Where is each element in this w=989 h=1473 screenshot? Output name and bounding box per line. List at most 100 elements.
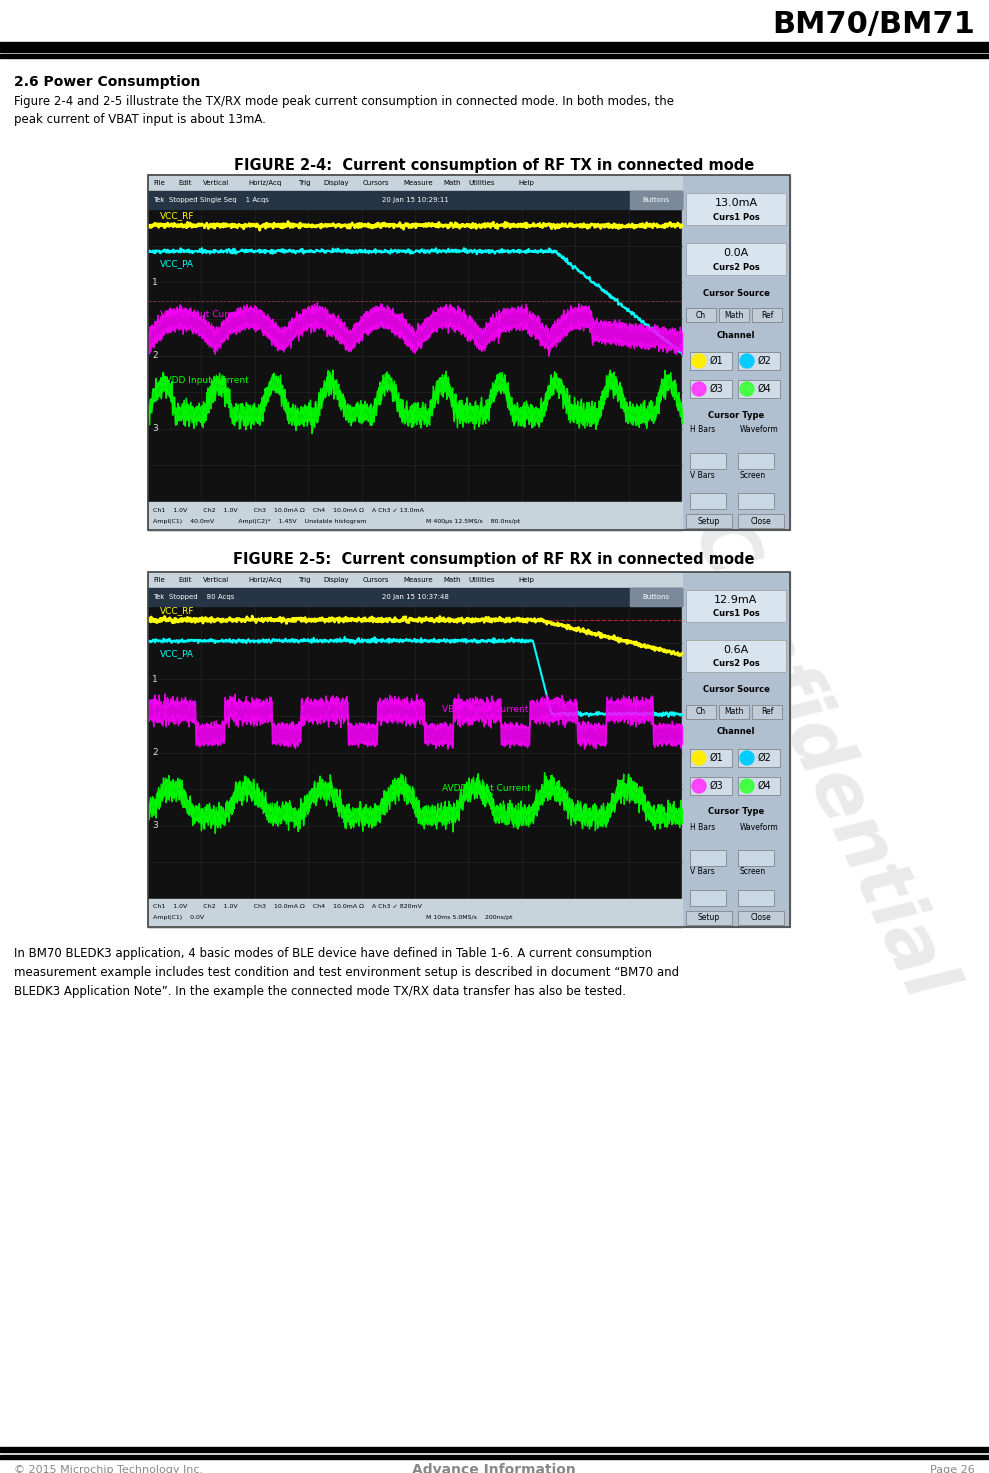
Bar <box>148 572 682 588</box>
Text: V Bars: V Bars <box>690 868 715 876</box>
Bar <box>738 454 774 468</box>
Text: V Bars: V Bars <box>690 470 715 480</box>
Text: Utilities: Utilities <box>468 577 494 583</box>
Text: M 400μs 12.5MS/s    80.0ns/pt: M 400μs 12.5MS/s 80.0ns/pt <box>425 518 520 523</box>
Text: 3: 3 <box>152 822 158 831</box>
Text: FIGURE 2-4:  Current consumption of RF TX in connected mode: FIGURE 2-4: Current consumption of RF TX… <box>233 158 755 172</box>
Text: Curs1 Pos: Curs1 Pos <box>713 212 760 221</box>
Bar <box>686 910 732 925</box>
Bar <box>686 706 716 719</box>
Text: Trig: Trig <box>298 180 311 186</box>
Text: Math: Math <box>724 311 744 320</box>
Bar <box>752 706 782 719</box>
Text: AVDD Input Current: AVDD Input Current <box>442 784 530 792</box>
Bar <box>630 191 682 209</box>
Text: Help: Help <box>518 577 534 583</box>
Text: Ch: Ch <box>696 707 706 716</box>
Bar <box>738 352 780 370</box>
Circle shape <box>692 751 706 764</box>
Text: Tek  Stopped    80 Acqs: Tek Stopped 80 Acqs <box>153 594 234 600</box>
Bar <box>0 1446 989 1452</box>
Bar <box>738 493 774 510</box>
Bar <box>0 1455 989 1458</box>
Bar <box>682 572 790 927</box>
Bar <box>148 502 682 530</box>
Text: Display: Display <box>323 180 349 186</box>
Text: Math: Math <box>443 577 461 583</box>
Text: H Bars: H Bars <box>690 822 715 831</box>
Bar <box>148 572 682 927</box>
Text: 3: 3 <box>152 424 158 433</box>
Text: Curs2 Pos: Curs2 Pos <box>713 262 760 271</box>
Text: Buttons: Buttons <box>643 594 670 600</box>
Bar <box>738 890 774 906</box>
Bar <box>690 493 726 510</box>
Text: Measure: Measure <box>403 180 432 186</box>
Text: 2: 2 <box>152 748 158 757</box>
Bar <box>719 308 749 323</box>
Text: Ch1    1.0V        Ch2    1.0V        Ch3    10.0mA Ω    Ch4    10.0mA Ω    A Ch: Ch1 1.0V Ch2 1.0V Ch3 10.0mA Ω Ch4 10.0m… <box>153 904 422 909</box>
Text: Ø4: Ø4 <box>758 384 770 393</box>
Text: Curs2 Pos: Curs2 Pos <box>713 660 760 669</box>
Text: Math: Math <box>724 707 744 716</box>
Bar <box>0 43 989 52</box>
Text: Curs1 Pos: Curs1 Pos <box>713 610 760 619</box>
Bar <box>690 454 726 468</box>
Circle shape <box>692 779 706 792</box>
Text: Figure 2-4 and 2-5 illustrate the TX/RX mode peak current consumption in connect: Figure 2-4 and 2-5 illustrate the TX/RX … <box>14 94 674 127</box>
Text: © 2015 Microchip Technology Inc.: © 2015 Microchip Technology Inc. <box>14 1466 203 1473</box>
Text: VBAT Input Current: VBAT Input Current <box>442 706 528 714</box>
Text: VCC_RF: VCC_RF <box>160 605 195 614</box>
Text: Screen: Screen <box>740 868 766 876</box>
Text: Measure: Measure <box>403 577 432 583</box>
Text: VCC_RF: VCC_RF <box>160 212 195 221</box>
Text: Ch: Ch <box>696 311 706 320</box>
Text: Close: Close <box>751 517 771 526</box>
Text: In BM70 BLEDK3 application, 4 basic modes of BLE device have defined in Table 1-: In BM70 BLEDK3 application, 4 basic mode… <box>14 947 679 999</box>
Text: Ø1: Ø1 <box>709 356 723 365</box>
Bar <box>752 308 782 323</box>
Text: Tek  Stopped Single Seq    1 Acqs: Tek Stopped Single Seq 1 Acqs <box>153 197 269 203</box>
Text: 20 Jan 15 10:29:11: 20 Jan 15 10:29:11 <box>382 197 448 203</box>
Text: 1: 1 <box>152 675 158 683</box>
Text: Screen: Screen <box>740 470 766 480</box>
Text: Utilities: Utilities <box>468 180 494 186</box>
Text: Ø1: Ø1 <box>709 753 723 763</box>
Bar <box>682 175 790 530</box>
Bar <box>686 591 786 622</box>
Text: 20 Jan 15 10:37:48: 20 Jan 15 10:37:48 <box>382 594 448 600</box>
Text: Cursors: Cursors <box>363 180 390 186</box>
Bar <box>690 352 732 370</box>
Text: Buttons: Buttons <box>643 197 670 203</box>
Text: Vertical: Vertical <box>203 180 229 186</box>
Text: 0.0A: 0.0A <box>723 247 749 258</box>
Text: Waveform: Waveform <box>740 822 778 831</box>
Text: Horiz/Acq: Horiz/Acq <box>248 180 281 186</box>
Bar <box>690 380 732 398</box>
Text: Close: Close <box>751 913 771 922</box>
Bar <box>690 850 726 866</box>
Bar <box>148 175 682 530</box>
Text: BM70/BM71: BM70/BM71 <box>772 10 975 38</box>
Bar <box>630 588 682 605</box>
Circle shape <box>692 354 706 368</box>
Text: Ø3: Ø3 <box>709 384 723 393</box>
Text: Ø2: Ø2 <box>757 753 771 763</box>
Bar <box>690 748 732 767</box>
Text: Cursor Type: Cursor Type <box>708 411 764 420</box>
Bar <box>686 193 786 225</box>
Text: Trig: Trig <box>298 577 311 583</box>
Text: Advance Information: Advance Information <box>412 1463 576 1473</box>
Bar <box>148 175 790 530</box>
Bar <box>738 910 784 925</box>
Bar <box>148 572 790 927</box>
Text: 13.0mA: 13.0mA <box>714 197 758 208</box>
Bar <box>719 706 749 719</box>
Text: Horiz/Acq: Horiz/Acq <box>248 577 281 583</box>
Text: 2.6 Power Consumption: 2.6 Power Consumption <box>14 75 201 88</box>
Text: Ampl(C1)    40.0mV            Ampl(C2)*    1.45V    Unstable histogram: Ampl(C1) 40.0mV Ampl(C2)* 1.45V Unstable… <box>153 518 366 523</box>
Bar <box>686 243 786 275</box>
Text: Ø2: Ø2 <box>757 356 771 365</box>
Text: H Bars: H Bars <box>690 426 715 435</box>
Circle shape <box>692 382 706 396</box>
